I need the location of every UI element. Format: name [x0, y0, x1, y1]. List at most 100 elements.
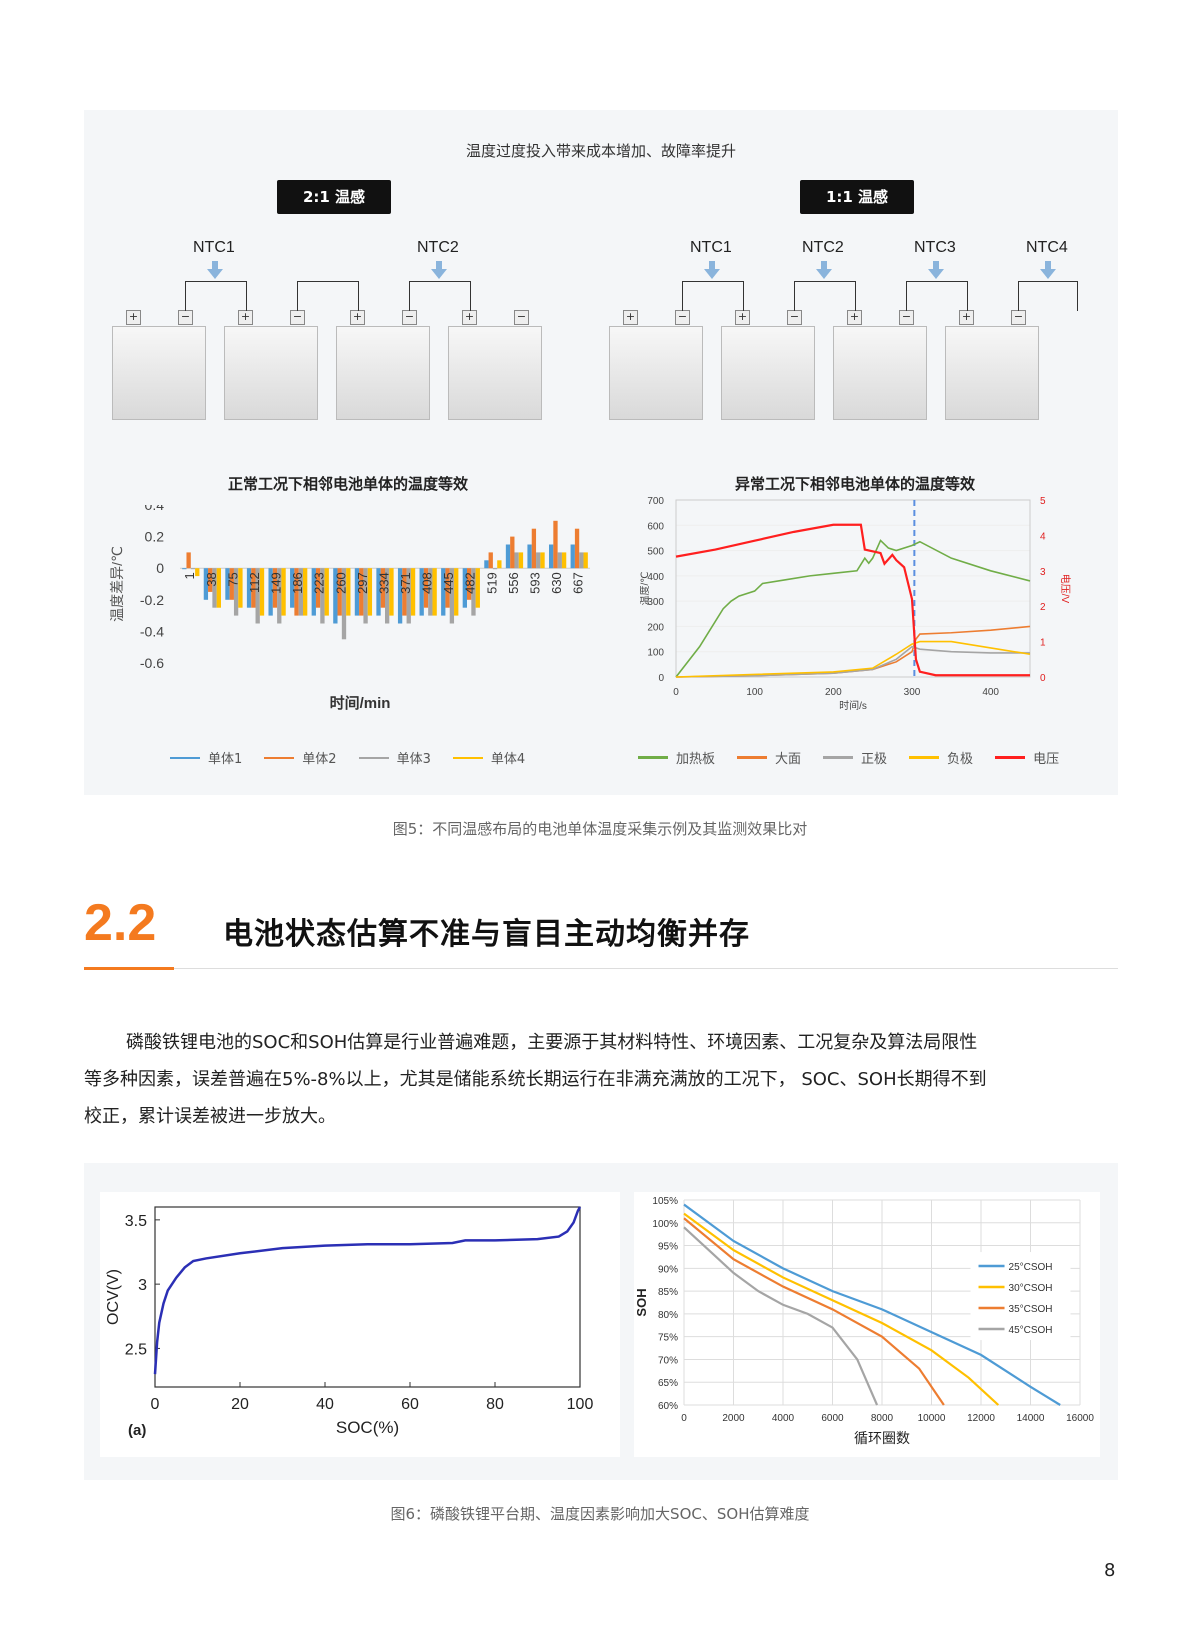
x-tick-label: 186: [290, 572, 305, 594]
bar-单体2: [574, 528, 580, 569]
ntc-label: NTC2: [417, 239, 459, 256]
bar-单体1: [505, 544, 511, 569]
x-tick-label: 20: [231, 1396, 249, 1413]
legend-label: 25°CSOH: [1009, 1262, 1053, 1273]
y-axis-title: 温度差异/℃: [109, 546, 125, 622]
y-tick-label: 0: [156, 560, 164, 576]
legend-item: 单体2: [264, 748, 337, 767]
legend-swatch: [995, 756, 1026, 759]
bar-单体3: [492, 568, 498, 570]
legend-item: 单体1: [170, 748, 242, 767]
legend-label: 单体4: [490, 752, 526, 767]
negative-terminal: −: [787, 310, 802, 325]
x-axis-title: 时间/min: [330, 694, 391, 712]
legend-swatch: [737, 756, 768, 759]
ntc-arrow-icon: [704, 269, 720, 279]
ntc-arrow-icon: [212, 261, 218, 269]
legend-label: 电压: [1033, 752, 1060, 767]
legend-swatch: [264, 756, 295, 759]
legend-item: 负极: [909, 748, 973, 767]
y2-axis-title: 电压/V: [1059, 574, 1072, 604]
y-tick-label: 3.5: [125, 1213, 147, 1230]
ntc-label: NTC4: [1026, 239, 1068, 256]
chart-abnormal-temperature: 0 100 200 300 400 500 600 700 0 1 2 3 4 5 0 100 200 300 40…: [640, 496, 1072, 712]
y-tick-label: 100%: [652, 1219, 678, 1230]
bar-单体3: [277, 568, 282, 624]
x-tick-label: 8000: [871, 1413, 894, 1424]
x-tick-label: 100: [567, 1396, 594, 1413]
bar-单体4: [324, 568, 329, 616]
ntc-arrow-icon: [207, 269, 223, 279]
y-tick-label: 95%: [658, 1242, 678, 1253]
bar-单体2: [229, 568, 234, 600]
x-tick-label: 200: [825, 687, 842, 698]
bar-单体4: [281, 568, 286, 616]
bar-单体2: [467, 568, 472, 600]
bar-单体1: [290, 568, 295, 608]
legend-swatch: [452, 756, 483, 759]
legend-swatch: [170, 756, 200, 759]
x-tick-label: 400: [982, 687, 999, 698]
panel-label: (a): [128, 1422, 146, 1439]
battery-cell: [448, 326, 542, 420]
x-axis-title: 时间/s: [839, 699, 867, 712]
right-sensor-ratio-tag: 1:1 温感: [800, 180, 914, 214]
bar-单体3: [406, 568, 411, 624]
legend-item: 单体3: [358, 748, 431, 767]
series-connection: [297, 281, 359, 311]
legend-item: 正极: [823, 748, 887, 767]
y-axis-title: OCV(V): [105, 1269, 122, 1325]
bar-单体4: [432, 568, 437, 616]
legend-label: 负极: [947, 752, 974, 767]
bar-单体1: [268, 568, 273, 616]
y-tick-label: 400: [647, 572, 664, 583]
series-connection: [1018, 281, 1078, 311]
bar-单体2: [315, 568, 321, 608]
series-line-加热板: [675, 539, 1031, 678]
x-tick-label: 40: [316, 1396, 334, 1413]
bar-单体4: [454, 568, 459, 616]
bar-单体1: [311, 568, 316, 616]
x-tick-label: 0: [681, 1413, 687, 1424]
bar-单体2: [402, 568, 407, 616]
ntc-arrow-icon: [816, 269, 832, 279]
x-tick-label: 80: [486, 1396, 504, 1413]
negative-terminal: −: [290, 310, 305, 325]
legend-swatch: [823, 756, 854, 759]
ntc-label: NTC1: [193, 239, 235, 256]
chart-normal-temperature: 0.4 0.2 0 -0.2 -0.4 -0.6 1 38 75 112 149 186 223 260 2…: [109, 505, 590, 712]
ntc-arrow-icon: [821, 261, 827, 269]
x-tick-label: 100: [746, 687, 763, 698]
legend-label: 35°CSOH: [1009, 1304, 1053, 1315]
bar-单体1: [462, 568, 467, 608]
y-tick-label: 3: [138, 1277, 147, 1294]
paragraph-line-2: 等多种因素，误差普遍在5%-8%以上，尤其是储能系统长期运行在非满充满放的工况下…: [84, 1069, 987, 1090]
x-tick-label: 297: [355, 572, 370, 594]
bar-单体1: [397, 568, 403, 624]
y-tick-label: 70%: [658, 1355, 678, 1366]
legend-swatch: [638, 756, 668, 759]
y-tick-label: -0.2: [140, 592, 164, 608]
bar-单体3: [579, 552, 584, 569]
chart-soh-cycles: 0 2000 4000 6000 8000 10000 12000 14000 16000 60%…: [634, 1192, 1100, 1457]
bar-单体2: [445, 568, 450, 608]
figure-5-panel: [84, 110, 1118, 795]
chart-normal-title: 正常工况下相邻电池单体的温度等效: [228, 475, 469, 493]
plot-frame: [675, 499, 1031, 678]
x-tick-label: 556: [506, 572, 521, 594]
x-tick-label: 593: [527, 572, 542, 594]
bar-单体2: [359, 568, 364, 616]
legend-label: 正极: [861, 752, 888, 767]
series-connection: [185, 281, 247, 311]
x-tick-label: 300: [904, 687, 921, 698]
bar-单体3: [514, 552, 519, 569]
positive-terminal: +: [735, 310, 750, 325]
series-connection: [906, 281, 968, 311]
positive-terminal: +: [623, 310, 638, 325]
battery-cell: [945, 326, 1039, 420]
bar-单体1: [333, 568, 338, 624]
chart-abnormal-title: 异常工况下相邻电池单体的温度等效: [735, 475, 976, 493]
bar-单体3: [255, 568, 260, 624]
bar-单体4: [367, 568, 373, 616]
y-tick-label: 105%: [652, 1196, 678, 1207]
